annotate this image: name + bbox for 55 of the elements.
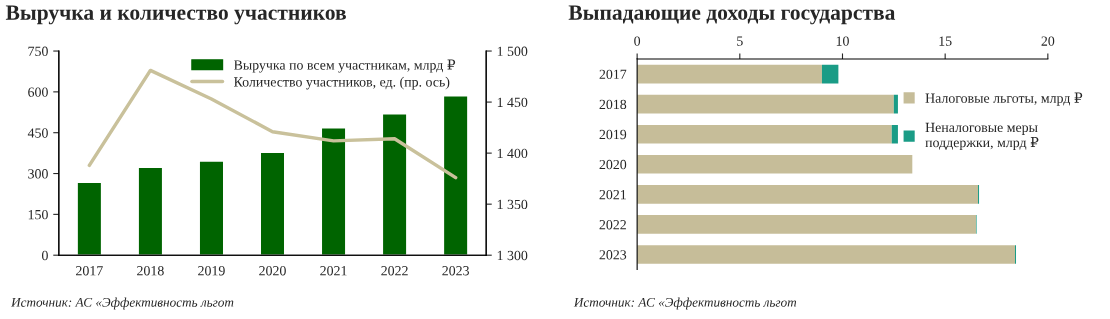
x-tick-label: 2020 [259,266,286,276]
x-tick-label: 2019 [198,266,225,276]
text: Источник: АС «Эффективность льгот [10,297,234,310]
y-tick-label: 750 [28,46,48,56]
chart-title: Выручка и количество участников [5,5,346,25]
x-tick-label: 15 [939,36,952,46]
bar [637,64,822,84]
x-tick-label: 20 [1041,36,1055,46]
legend-label: Количество участников, ед. (пр. ось) [234,76,450,90]
y-tick-label: 2017 [599,69,627,80]
bar [637,245,1015,264]
y-tick-label: 450 [27,128,48,138]
legend-label: Неналоговые меры поддержки, млрд ₽ [925,122,1039,151]
y-tick-label: 150 [28,209,48,220]
bar [637,215,976,234]
y2-tick-label: 1 300 [497,250,528,261]
legend-label: Налоговые льготы, млрд ₽ [925,92,1083,106]
y-tick-label: 2018 [599,99,627,110]
bar [893,94,898,114]
y-tick-label: 2020 [599,159,627,170]
x-tick-label: 10 [836,36,849,46]
bar [442,94,469,256]
y-tick-label: 2022 [599,220,626,230]
y-tick-label: 300 [28,169,48,179]
bar [637,94,894,114]
x-tick-label: 2018 [137,266,164,276]
y2-tick-label: 1 500 [497,46,528,56]
y2-tick-label: 1 450 [497,97,528,108]
y-tick-label: 2019 [599,129,627,140]
text: Источник: АС «Эффективность льгот [573,297,797,310]
x-tick-label: 2023 [442,266,469,276]
bar [637,154,913,174]
x-tick-label: 2021 [320,266,347,276]
chart-title: Выпадающие доходы государства [568,5,896,25]
bar [637,185,979,204]
bar [259,151,286,256]
bar [76,181,103,256]
x-tick-label: 2017 [76,266,103,276]
legend-label: Выручка по всем участникам, млрд ₽ [234,59,456,73]
x-tick-label: 0 [634,36,641,46]
x-tick-label: 5 [737,36,743,46]
bar [320,127,347,256]
y-tick-label: 0 [42,250,48,261]
bar [821,64,839,84]
bar [381,113,408,256]
y-tick-label: 2021 [599,189,626,200]
bar [198,160,225,256]
bar [137,166,164,256]
bar [637,124,892,144]
y2-tick-label: 1 400 [497,148,528,159]
y-tick-label: 600 [28,87,48,97]
y2-tick-label: 1 350 [497,199,528,210]
y-tick-label: 2023 [599,250,627,260]
x-tick-label: 2022 [381,266,408,276]
bar [891,124,898,144]
